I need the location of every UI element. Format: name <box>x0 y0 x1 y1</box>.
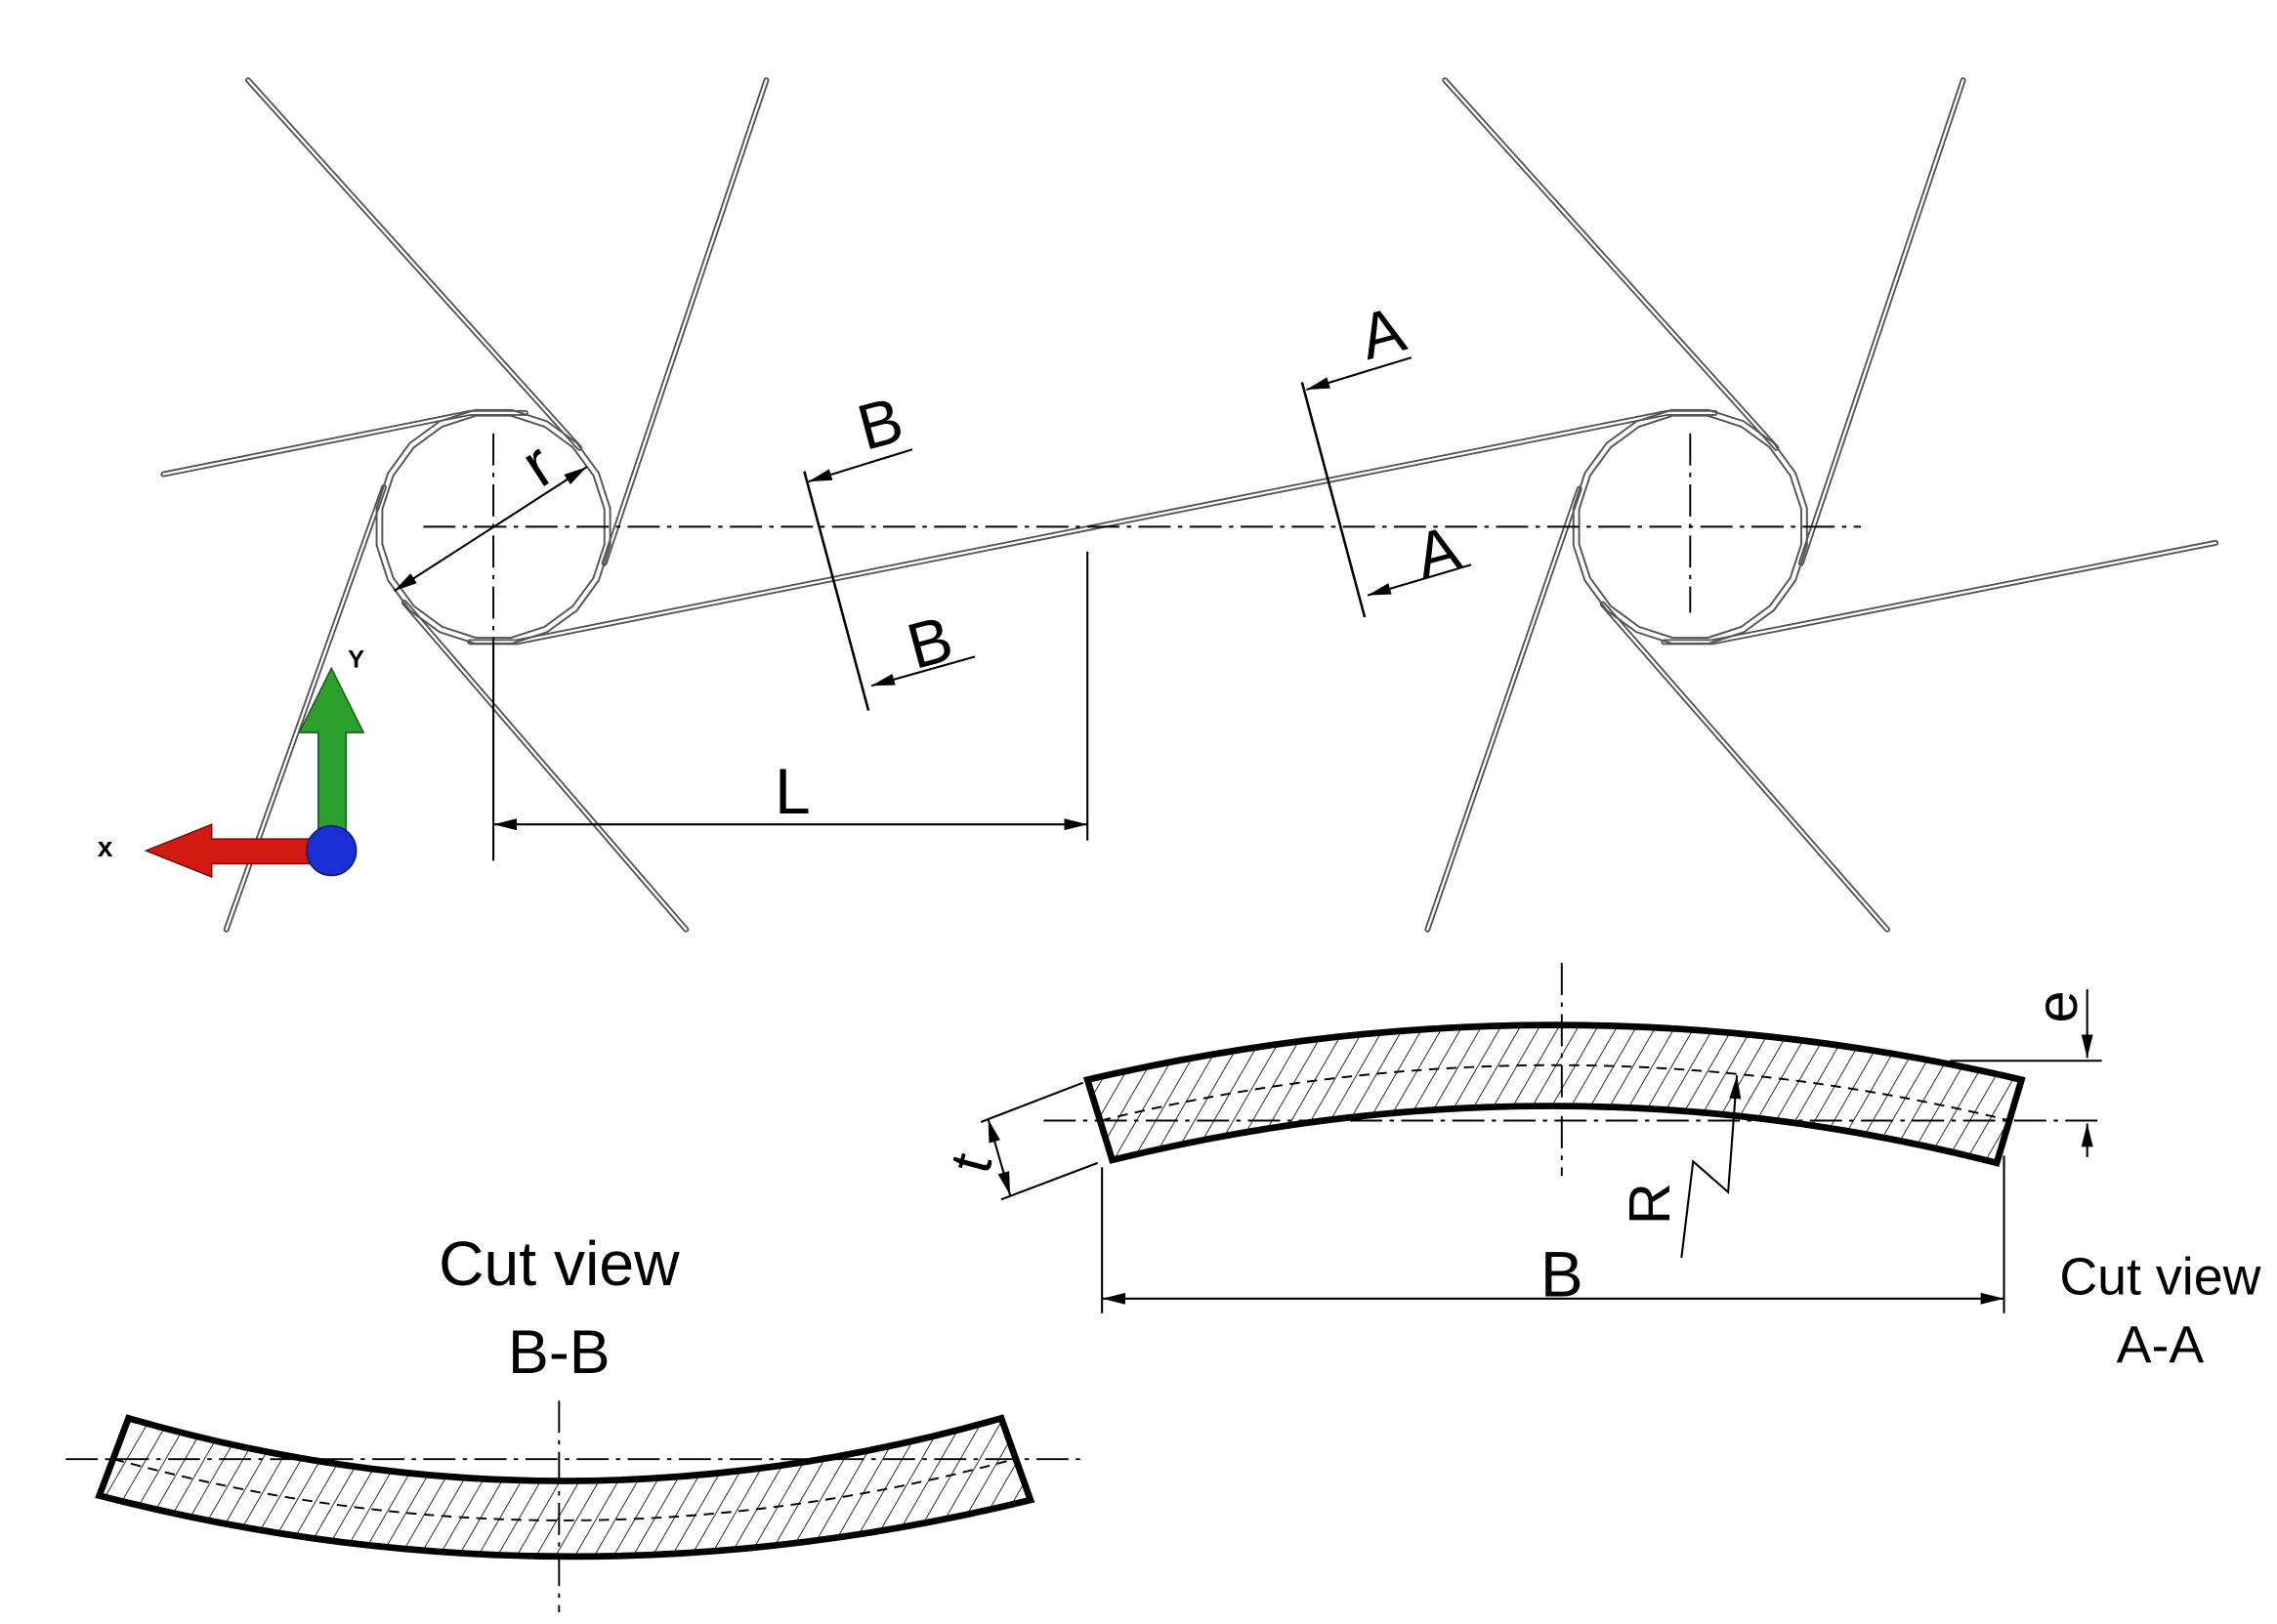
strand-right-roller-upper-left-core <box>1444 79 1778 449</box>
axis-triad: Y x <box>98 645 365 879</box>
section-b-top-arrow <box>808 448 913 483</box>
fiber-overview: r L B B A A Y x <box>98 77 2219 933</box>
radius-label: R <box>1617 1183 1682 1225</box>
section-b-bottom-label: B <box>900 602 960 683</box>
right-roller-outer-ring <box>1572 408 1808 645</box>
left-roller-outer-ring <box>375 408 611 645</box>
strand-right-roller-lower-right-core <box>1601 603 1889 931</box>
x-axis-arrow-icon <box>144 823 316 879</box>
section-b-cutting-line <box>803 471 870 711</box>
section-a-a-midline <box>1100 1063 2010 1122</box>
strand-left-roller-upper-right-core <box>603 79 768 564</box>
section-a-bottom-arrow <box>1367 563 1472 597</box>
left-roller-inner-ring <box>381 414 606 640</box>
section-b-bottom-arrow <box>870 655 976 687</box>
cut-view-b-b-title: Cut view <box>439 1228 680 1299</box>
section-a-top-label: A <box>1352 292 1413 373</box>
fiber-strands <box>160 77 2219 933</box>
axis-y-label: Y <box>348 645 364 673</box>
strand-left-roller-west <box>160 409 528 478</box>
thickness-extension-line-bottom <box>1000 1161 1099 1201</box>
span-label: L <box>775 755 811 827</box>
radius-leader-line <box>1680 1075 1742 1259</box>
roller-radius-label: r <box>509 428 567 500</box>
origin-marker-icon <box>306 824 358 877</box>
cut-view-a-a: e t R B Cut view A-A <box>937 963 2261 1375</box>
strand-left-roller-west-core <box>162 411 527 476</box>
section-b-top-label: B <box>850 383 910 464</box>
cut-view-b-b: Cut view B-B <box>65 1228 1080 1613</box>
axis-x-label: x <box>98 832 113 863</box>
cut-view-a-a-section-label: A-A <box>2117 1316 2205 1375</box>
strand-left-roller-lower-right-core <box>402 601 688 931</box>
strand-left-roller-upper-left-core <box>246 79 581 449</box>
cut-view-a-a-title: Cut view <box>2059 1247 2260 1306</box>
thickness-extension-line-top <box>980 1081 1084 1123</box>
cut-view-b-b-section-label: B-B <box>508 1318 611 1387</box>
section-b-b-profile <box>95 1414 1035 1561</box>
roller-radius-dimension-line <box>393 466 588 593</box>
section-a-top-arrow <box>1306 356 1413 391</box>
offset-label: e <box>2024 990 2089 1022</box>
strand-right-roller-east <box>1661 539 2219 645</box>
thickness-label: t <box>937 1146 1004 1180</box>
width-label: B <box>1540 1237 1583 1310</box>
thickness-dimension-line <box>987 1118 1012 1196</box>
strand-right-roller-upper-right-core <box>1799 79 1964 564</box>
section-b-b-midline <box>113 1458 1015 1521</box>
strand-right-roller-lower-left-core <box>1426 487 1581 931</box>
right-roller-inner-ring <box>1578 414 1802 640</box>
section-a-cutting-line <box>1300 382 1367 618</box>
y-axis-arrow-icon <box>298 666 365 840</box>
